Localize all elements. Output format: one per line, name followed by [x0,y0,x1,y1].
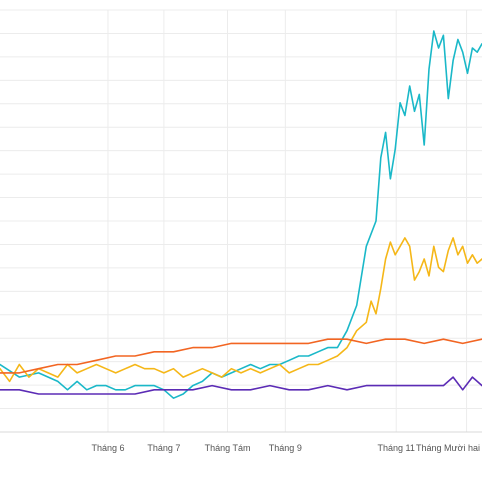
x-tick-label: Tháng 11 [378,443,415,453]
series-line-1 [0,30,482,400]
x-tick-label: Tháng 6 [92,443,125,453]
chart-series [0,30,482,400]
x-tick-label: Tháng 7 [147,443,180,453]
series-line-4 [0,376,482,395]
x-axis-ticks: Tháng 6 Tháng 7 Tháng Tám Tháng 9 Tháng 11 Th… [92,443,480,453]
x-tick-label: Tháng Tám [205,443,251,453]
series-line-2 [0,237,482,383]
x-tick-label: Tháng 9 [269,443,302,453]
x-tick-label: Tháng Mười hai [416,443,480,453]
series-line-3 [0,338,482,374]
